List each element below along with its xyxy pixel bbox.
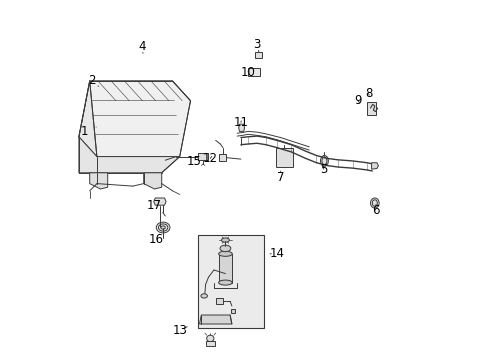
Text: 17: 17 (147, 199, 162, 212)
Polygon shape (218, 154, 226, 161)
Text: 9: 9 (353, 94, 361, 107)
Polygon shape (89, 81, 190, 157)
Bar (205, 341, 214, 346)
Polygon shape (89, 81, 190, 101)
Bar (197, 235, 264, 328)
Text: 12: 12 (203, 152, 217, 165)
Polygon shape (143, 173, 162, 189)
Text: 4: 4 (138, 40, 145, 53)
Bar (247, 68, 259, 76)
Polygon shape (198, 153, 207, 160)
Text: 13: 13 (172, 324, 187, 337)
Polygon shape (79, 137, 179, 173)
Polygon shape (79, 81, 107, 157)
Text: 7: 7 (276, 171, 284, 184)
Polygon shape (230, 309, 235, 313)
Ellipse shape (370, 198, 378, 208)
Text: 6: 6 (371, 204, 379, 217)
Text: 1: 1 (81, 125, 96, 138)
Bar (218, 254, 232, 283)
Ellipse shape (161, 226, 165, 229)
Ellipse shape (220, 245, 230, 252)
Polygon shape (89, 173, 107, 189)
Text: 8: 8 (364, 87, 372, 100)
Ellipse shape (218, 251, 232, 256)
Bar (366, 102, 375, 115)
Text: 3: 3 (253, 39, 260, 52)
Text: 14: 14 (269, 247, 284, 260)
Ellipse shape (156, 222, 170, 233)
Polygon shape (254, 52, 261, 58)
Text: 2: 2 (87, 75, 99, 87)
Text: 16: 16 (148, 233, 163, 246)
Polygon shape (153, 198, 166, 205)
Polygon shape (238, 124, 244, 131)
Ellipse shape (127, 86, 152, 95)
Polygon shape (371, 163, 378, 169)
Ellipse shape (320, 156, 328, 166)
Text: 15: 15 (186, 156, 201, 168)
Text: 10: 10 (240, 66, 255, 78)
Bar (275, 148, 292, 167)
Text: 11: 11 (233, 116, 248, 129)
Ellipse shape (221, 238, 229, 242)
Ellipse shape (138, 125, 149, 134)
Polygon shape (215, 298, 223, 304)
Text: 5: 5 (319, 163, 327, 176)
Ellipse shape (158, 200, 162, 203)
Polygon shape (199, 315, 231, 324)
Ellipse shape (206, 335, 213, 342)
Ellipse shape (218, 280, 232, 285)
Ellipse shape (201, 294, 207, 298)
